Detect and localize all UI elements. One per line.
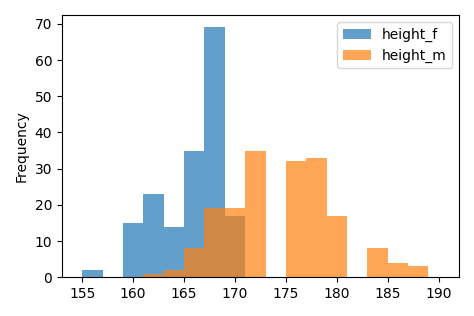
Bar	[225, 209, 245, 277]
Bar	[408, 266, 428, 277]
Bar	[388, 263, 408, 277]
Bar	[143, 274, 164, 277]
Bar	[204, 27, 225, 277]
Bar	[164, 227, 184, 277]
Bar	[286, 161, 306, 277]
Bar	[245, 150, 265, 277]
Bar	[82, 270, 103, 277]
Bar	[143, 194, 164, 277]
Y-axis label: Frequency: Frequency	[15, 110, 29, 182]
Bar	[225, 216, 245, 277]
Bar	[123, 223, 143, 277]
Bar	[327, 216, 347, 277]
Legend: height_f, height_m: height_f, height_m	[337, 22, 452, 68]
Bar	[367, 248, 388, 277]
Bar	[306, 158, 327, 277]
Bar	[164, 270, 184, 277]
Bar	[184, 150, 204, 277]
Bar	[184, 248, 204, 277]
Bar	[204, 209, 225, 277]
